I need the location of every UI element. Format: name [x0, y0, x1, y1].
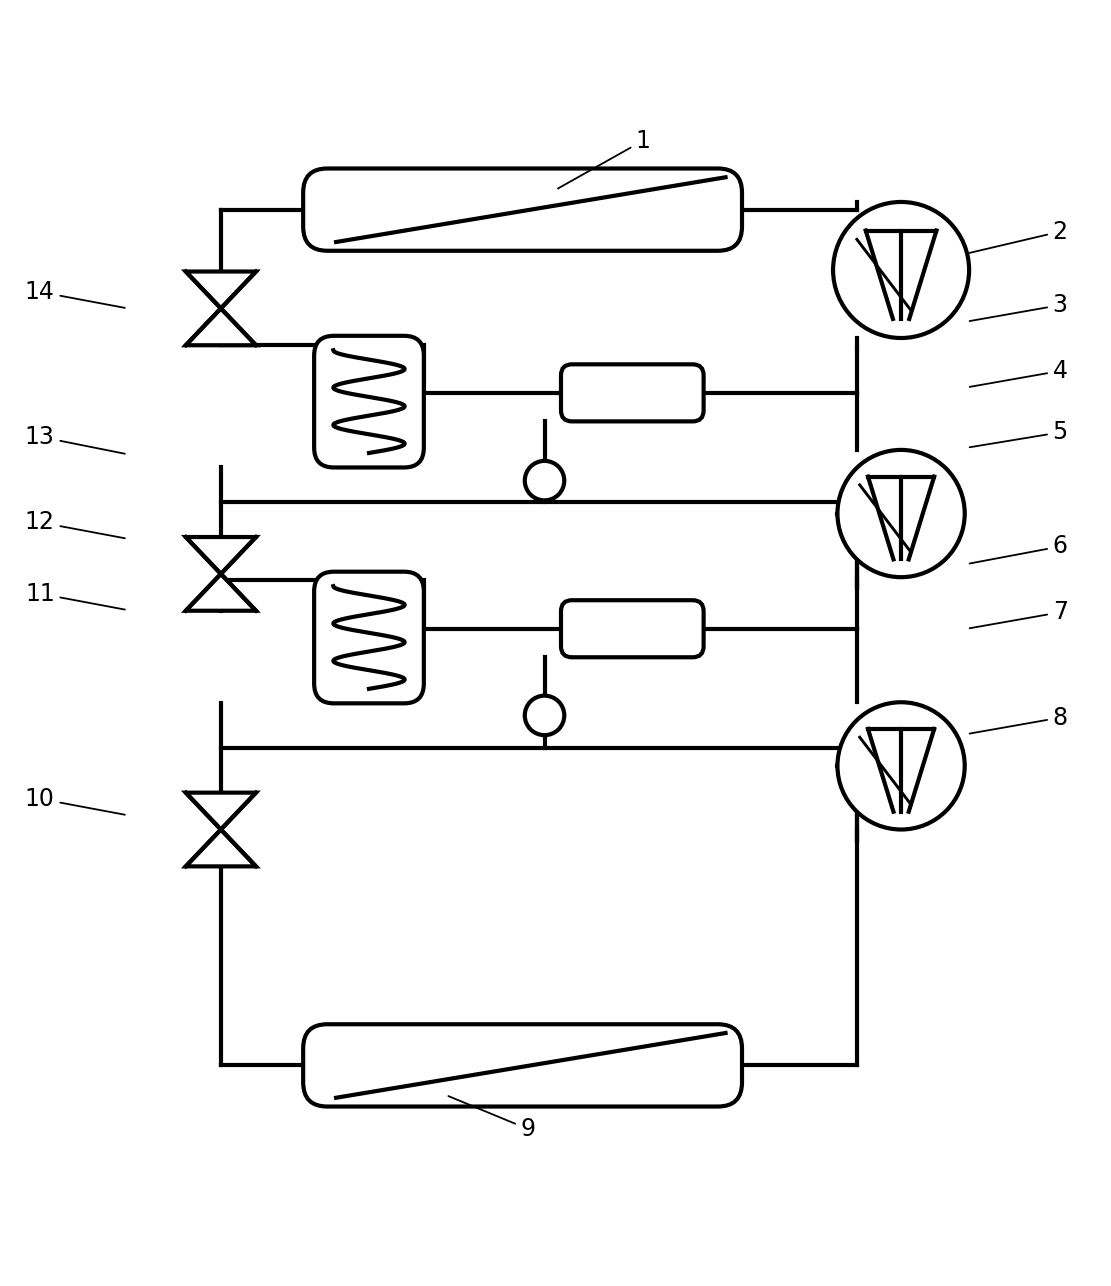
Text: 13: 13 [24, 424, 124, 454]
Polygon shape [186, 538, 256, 574]
Text: 4: 4 [970, 359, 1068, 387]
Text: 3: 3 [970, 293, 1068, 322]
Text: 14: 14 [24, 280, 124, 307]
Text: 12: 12 [24, 511, 124, 539]
Text: 2: 2 [970, 220, 1068, 253]
Text: 5: 5 [970, 421, 1068, 448]
Text: 10: 10 [24, 787, 124, 815]
Text: 1: 1 [558, 129, 651, 189]
FancyBboxPatch shape [314, 572, 424, 703]
Text: 8: 8 [970, 706, 1068, 733]
Circle shape [833, 202, 969, 338]
Text: 11: 11 [24, 581, 124, 610]
Text: 9: 9 [449, 1096, 536, 1141]
FancyBboxPatch shape [314, 336, 424, 468]
Polygon shape [186, 271, 256, 309]
Polygon shape [186, 792, 256, 829]
Circle shape [524, 460, 564, 500]
FancyBboxPatch shape [561, 364, 703, 422]
Text: 7: 7 [970, 601, 1068, 629]
FancyBboxPatch shape [303, 168, 742, 251]
Circle shape [524, 696, 564, 736]
Polygon shape [186, 309, 256, 345]
FancyBboxPatch shape [561, 601, 703, 657]
Circle shape [838, 450, 964, 577]
Circle shape [838, 702, 964, 829]
Text: 6: 6 [970, 535, 1068, 563]
FancyBboxPatch shape [303, 1024, 742, 1106]
Polygon shape [186, 829, 256, 867]
Polygon shape [186, 574, 256, 611]
